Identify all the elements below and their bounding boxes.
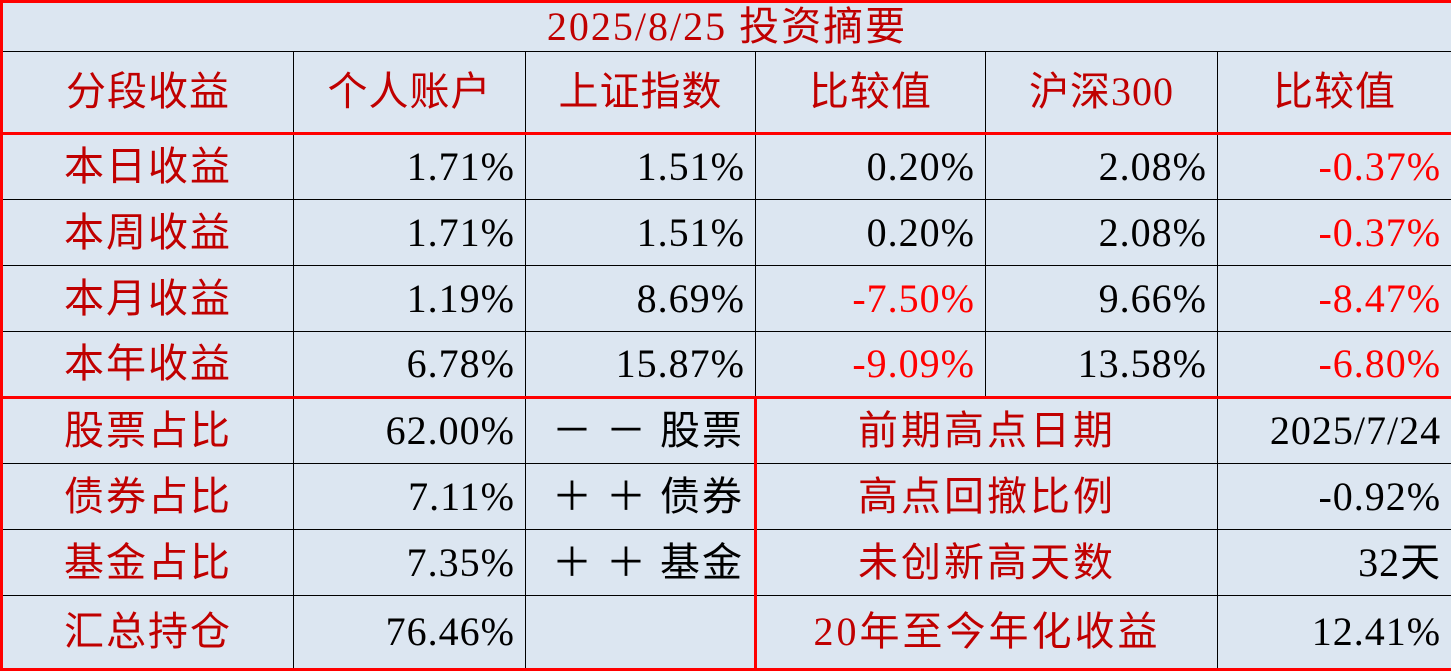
cell-stock-signal-tag: － － 股票 bbox=[526, 398, 756, 464]
metric-label-drawdown-ratio: 高点回撤比例 bbox=[756, 464, 1218, 530]
cell-sse-year: 15.87% bbox=[526, 332, 756, 398]
cell-total-signal-tag bbox=[526, 596, 756, 670]
header-cell-personal-account: 个人账户 bbox=[294, 52, 526, 134]
page-title: 2025/8/25 投资摘要 bbox=[2, 2, 1451, 52]
cell-total-position-value: 76.46% bbox=[294, 596, 526, 670]
cell-sse-diff-month: -7.50% bbox=[756, 266, 986, 332]
table-row: 本日收益 1.71% 1.51% 0.20% 2.08% -0.37% bbox=[2, 134, 1451, 200]
cell-sse-diff-week: 0.20% bbox=[756, 200, 986, 266]
metric-label-days-since-high: 未创新高天数 bbox=[756, 530, 1218, 596]
row-label-fund-ratio: 基金占比 bbox=[2, 530, 294, 596]
header-cell-segment-return: 分段收益 bbox=[2, 52, 294, 134]
header-cell-compare-csi300: 比较值 bbox=[1218, 52, 1451, 134]
metric-value-annualized-since-2020: 12.41% bbox=[1218, 596, 1451, 670]
cell-csi300-week: 2.08% bbox=[986, 200, 1218, 266]
row-label-total-position: 汇总持仓 bbox=[2, 596, 294, 670]
cell-csi300-diff-today: -0.37% bbox=[1218, 134, 1451, 200]
cell-personal-week: 1.71% bbox=[294, 200, 526, 266]
row-label-stock-ratio: 股票占比 bbox=[2, 398, 294, 464]
metric-value-drawdown-ratio: -0.92% bbox=[1218, 464, 1451, 530]
row-label-week-return: 本周收益 bbox=[2, 200, 294, 266]
row-label-month-return: 本月收益 bbox=[2, 266, 294, 332]
table-row: 本年收益 6.78% 15.87% -9.09% 13.58% -6.80% bbox=[2, 332, 1451, 398]
header-row: 分段收益 个人账户 上证指数 比较值 沪深300 比较值 bbox=[2, 52, 1451, 134]
table-row: 本月收益 1.19% 8.69% -7.50% 9.66% -8.47% bbox=[2, 266, 1451, 332]
cell-sse-today: 1.51% bbox=[526, 134, 756, 200]
cell-personal-year: 6.78% bbox=[294, 332, 526, 398]
cell-stock-ratio-value: 62.00% bbox=[294, 398, 526, 464]
cell-fund-ratio-value: 7.35% bbox=[294, 530, 526, 596]
metric-label-prev-high-date: 前期高点日期 bbox=[756, 398, 1218, 464]
cell-csi300-month: 9.66% bbox=[986, 266, 1218, 332]
cell-fund-signal-tag: ＋ ＋ 基金 bbox=[526, 530, 756, 596]
cell-csi300-diff-year: -6.80% bbox=[1218, 332, 1451, 398]
metric-label-annualized-since-2020: 20年至今年化收益 bbox=[756, 596, 1218, 670]
cell-bond-signal-tag: ＋ ＋ 债券 bbox=[526, 464, 756, 530]
header-cell-sse-index: 上证指数 bbox=[526, 52, 756, 134]
cell-sse-diff-today: 0.20% bbox=[756, 134, 986, 200]
header-cell-csi300: 沪深300 bbox=[986, 52, 1218, 134]
table-row: 本周收益 1.71% 1.51% 0.20% 2.08% -0.37% bbox=[2, 200, 1451, 266]
cell-csi300-today: 2.08% bbox=[986, 134, 1218, 200]
title-row: 2025/8/25 投资摘要 bbox=[2, 2, 1451, 52]
table-row: 债券占比 7.11% ＋ ＋ 债券 高点回撤比例 -0.92% bbox=[2, 464, 1451, 530]
cell-personal-today: 1.71% bbox=[294, 134, 526, 200]
cell-sse-week: 1.51% bbox=[526, 200, 756, 266]
cell-sse-month: 8.69% bbox=[526, 266, 756, 332]
table-row: 股票占比 62.00% － － 股票 前期高点日期 2025/7/24 bbox=[2, 398, 1451, 464]
cell-csi300-diff-week: -0.37% bbox=[1218, 200, 1451, 266]
header-cell-compare-sse: 比较值 bbox=[756, 52, 986, 134]
cell-bond-ratio-value: 7.11% bbox=[294, 464, 526, 530]
metric-value-prev-high-date: 2025/7/24 bbox=[1218, 398, 1451, 464]
cell-csi300-diff-month: -8.47% bbox=[1218, 266, 1451, 332]
table-row: 汇总持仓 76.46% 20年至今年化收益 12.41% bbox=[2, 596, 1451, 670]
row-label-today-return: 本日收益 bbox=[2, 134, 294, 200]
metric-value-days-since-high: 32天 bbox=[1218, 530, 1451, 596]
cell-csi300-year: 13.58% bbox=[986, 332, 1218, 398]
cell-personal-month: 1.19% bbox=[294, 266, 526, 332]
table-row: 基金占比 7.35% ＋ ＋ 基金 未创新高天数 32天 bbox=[2, 530, 1451, 596]
row-label-year-return: 本年收益 bbox=[2, 332, 294, 398]
row-label-bond-ratio: 债券占比 bbox=[2, 464, 294, 530]
cell-sse-diff-year: -9.09% bbox=[756, 332, 986, 398]
